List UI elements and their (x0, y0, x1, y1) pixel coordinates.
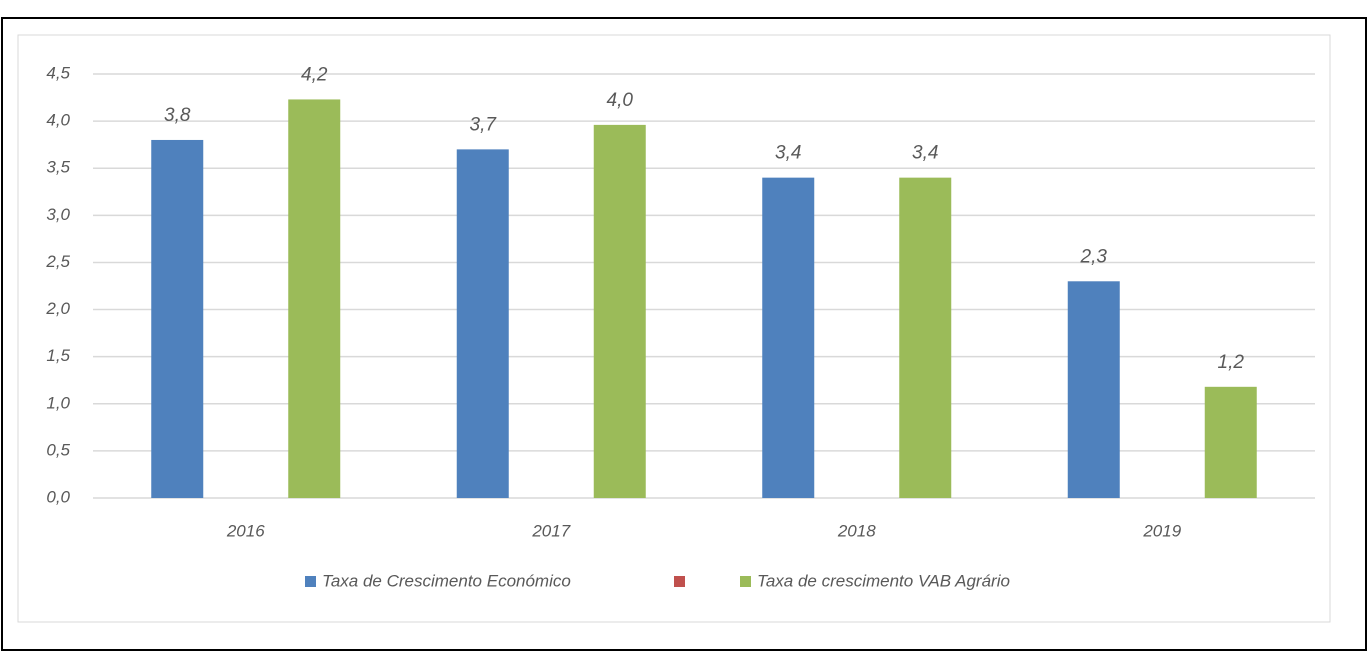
data-label: 3,7 (470, 114, 498, 135)
data-label: 4,0 (607, 90, 634, 111)
data-label: 2,3 (1080, 246, 1108, 267)
bar (899, 177, 952, 498)
data-label: 4,2 (301, 64, 328, 85)
y-tick-label: 1,0 (46, 393, 70, 412)
y-tick-label: 4,0 (46, 111, 70, 130)
data-label: 3,4 (775, 143, 801, 164)
data-label: 3,8 (164, 105, 191, 126)
legend-swatch (674, 576, 685, 587)
bar (151, 139, 204, 498)
legend-label: Taxa de Crescimento Económico (322, 571, 571, 590)
y-tick-label: 1,5 (46, 346, 70, 365)
y-tick-label: 3,0 (46, 205, 70, 224)
y-tick-label: 2,5 (45, 252, 70, 271)
y-tick-label: 3,5 (46, 158, 70, 177)
bar (593, 124, 646, 498)
x-tick-label: 2018 (837, 521, 876, 540)
x-tick-label: 2019 (1142, 521, 1181, 540)
data-label: 3,4 (912, 143, 938, 164)
legend-swatch (740, 576, 751, 587)
legend-label: Taxa de crescimento VAB Agrário (757, 571, 1010, 590)
bar (1067, 281, 1120, 498)
bar (1204, 386, 1257, 498)
data-label: 1,2 (1218, 352, 1245, 373)
y-tick-label: 4,5 (46, 63, 70, 82)
x-tick-label: 2017 (531, 521, 570, 540)
x-tick-label: 2016 (226, 521, 265, 540)
y-tick-label: 2,0 (45, 299, 70, 318)
chart-area (17, 34, 1331, 623)
y-tick-label: 0,0 (46, 487, 70, 506)
y-tick-label: 0,5 (46, 440, 70, 459)
bar (288, 99, 341, 498)
outer-border (1, 17, 1367, 651)
legend-swatch (305, 576, 316, 587)
bar (456, 149, 509, 498)
bar (762, 177, 815, 498)
